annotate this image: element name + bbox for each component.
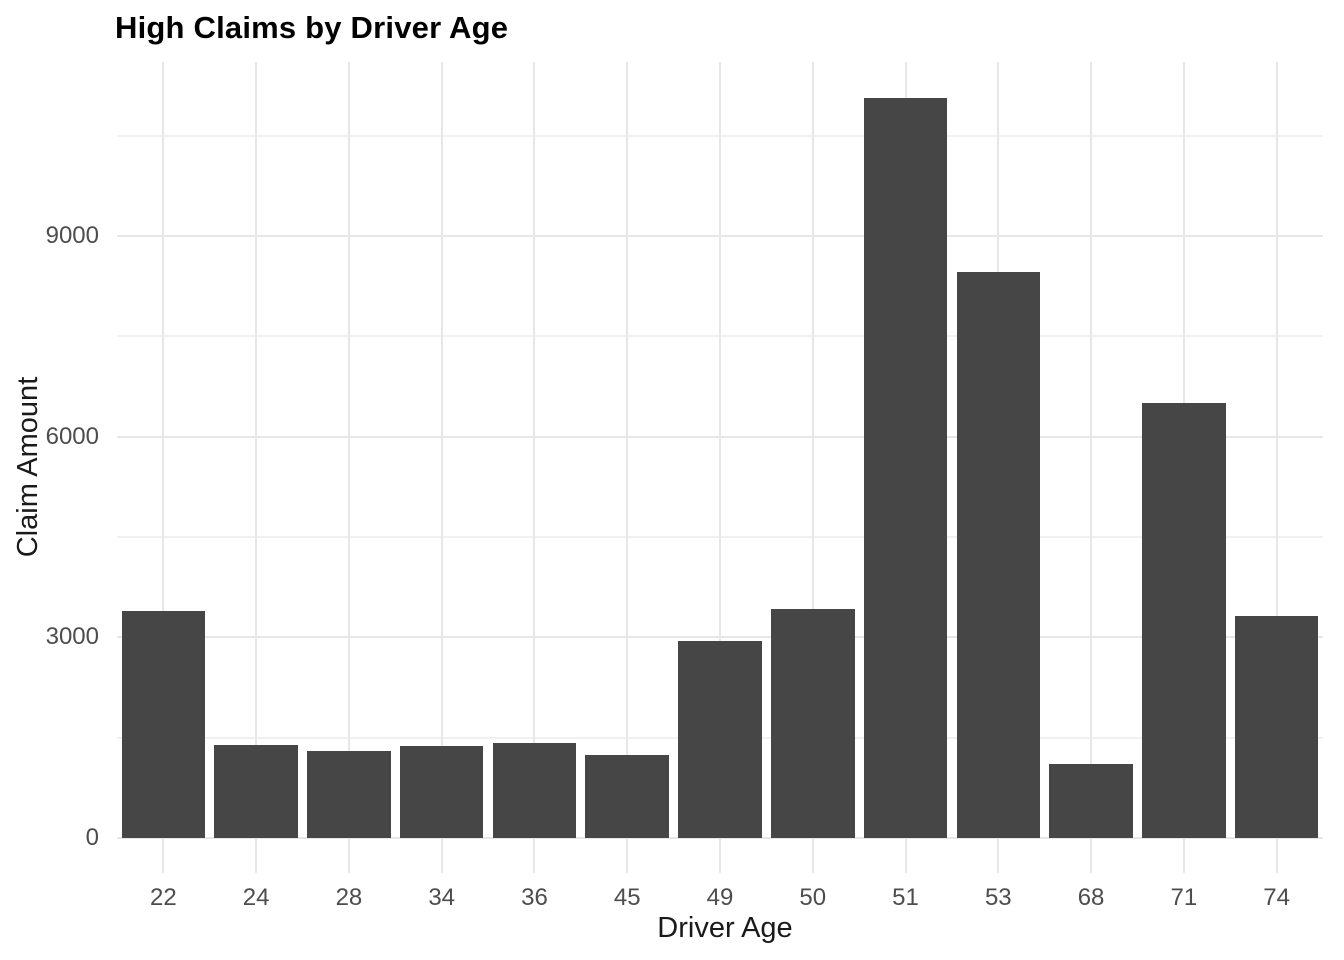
gridline-x: [626, 62, 629, 873]
x-tick-label: 36: [521, 884, 548, 911]
x-tick-label: 50: [799, 884, 827, 911]
x-tick-label: 71: [1170, 884, 1198, 911]
bar-71: [1142, 403, 1226, 838]
bar-45: [585, 755, 669, 838]
x-tick-label: 34: [428, 884, 456, 911]
y-axis-title: Claim Amount: [12, 376, 44, 558]
x-tick-label: 53: [984, 884, 1012, 911]
x-tick-label: 68: [1077, 884, 1105, 911]
x-tick-label: 49: [706, 884, 734, 911]
x-tick-label: 22: [150, 884, 177, 911]
bar-50: [771, 609, 855, 838]
gridline-x: [719, 62, 721, 873]
x-tick-label: 45: [613, 884, 641, 911]
gridline-x: [162, 62, 165, 873]
x-tick-label: 74: [1263, 884, 1290, 911]
x-tick-label: 28: [335, 884, 363, 911]
bar-24: [214, 745, 298, 838]
x-axis-title: Driver Age: [657, 912, 793, 944]
bar-68: [1049, 764, 1133, 838]
bar-22: [121, 610, 206, 838]
gridline-x: [440, 62, 443, 873]
x-tick-label: 24: [242, 884, 270, 911]
plot-panel: 0 3000 6000 9000 22 24 28 34 36 45 49 50 51 53 68 71 74: [46, 62, 1323, 911]
bar-74: [1234, 615, 1319, 838]
x-tick-label: 51: [892, 884, 919, 911]
gridline-x: [1275, 62, 1278, 873]
gridline-x: [1090, 62, 1093, 873]
bar-34: [399, 746, 484, 838]
chart-title: High Claims by Driver Age: [115, 10, 509, 45]
gridline-x: [533, 62, 536, 873]
bar-53: [956, 272, 1041, 838]
y-tick-label: 9000: [45, 221, 99, 249]
gridline-x: [811, 62, 814, 873]
bar-36: [492, 742, 577, 838]
gridline-x: [347, 62, 350, 873]
y-tick-label: 6000: [45, 422, 99, 450]
bar-51: [863, 98, 948, 838]
y-tick-label: 0: [85, 824, 99, 851]
bar-28: [307, 751, 391, 838]
gridline-x: [255, 62, 258, 873]
y-tick-label: 3000: [45, 623, 99, 651]
bar-49: [678, 640, 762, 838]
